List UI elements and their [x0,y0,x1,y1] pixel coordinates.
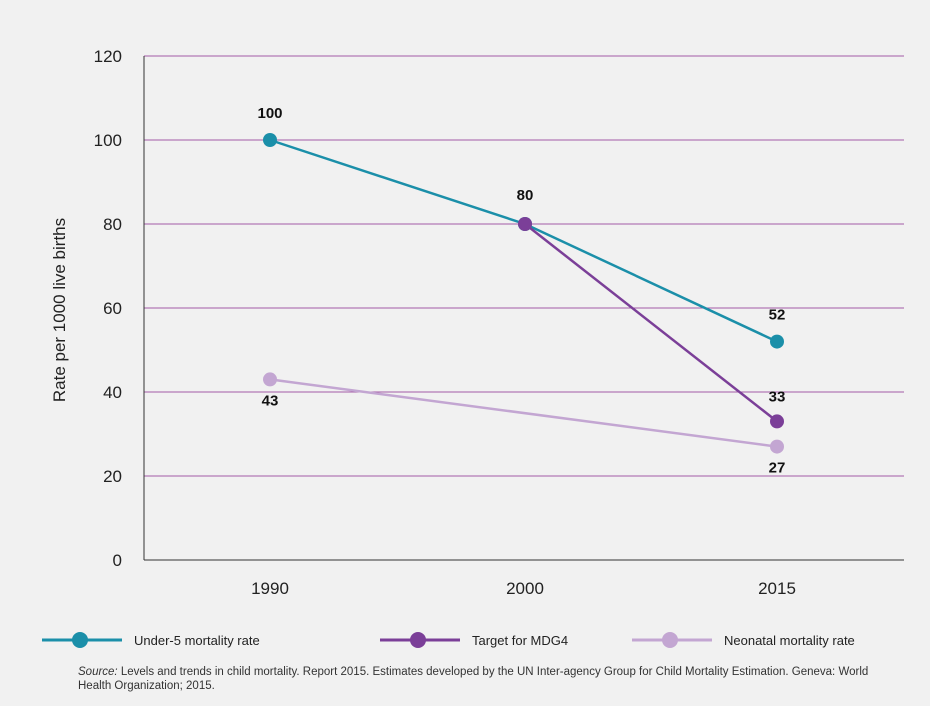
series [263,133,784,454]
series-line-neonatal-mortality-rate [269,378,778,448]
point-neonatal-mortality-rate-2015 [770,439,784,454]
y-tick-label-20: 20 [103,467,122,486]
legend-marker-target-for-mdg4 [410,632,426,648]
x-tick-label-2000: 2000 [506,579,544,598]
legend: Under-5 mortality rate Target for MDG4 Neo… [42,632,855,648]
data-labels: 100 80 52 33 43 27 [257,105,785,477]
data-label-neonatal-mortality-rate-1990: 43 [262,392,279,409]
y-tick-label-0: 0 [113,551,122,570]
point-target-for-mdg4-2000 [518,217,532,231]
legend-label-target-for-mdg4: Target for MDG4 [472,633,568,648]
series-neonatal-mortality-rate [263,372,784,454]
source-text: Levels and trends in child mortality. Re… [78,666,869,692]
legend-marker-neonatal-mortality-rate [662,632,678,648]
x-tick-label-2015: 2015 [758,579,796,598]
point-under-5-mortality-rate-2015 [770,334,784,349]
y-tick-label-120: 120 [94,47,122,66]
y-tick-label-60: 60 [103,299,122,318]
data-label-under-5-mortality-rate-1990: 100 [257,105,282,122]
x-tick-label-1990: 1990 [251,579,289,598]
legend-label-neonatal-mortality-rate: Neonatal mortality rate [724,633,855,648]
axes [143,56,904,561]
data-label-neonatal-mortality-rate-2015: 27 [769,460,786,477]
series-line-target-for-mdg4 [524,223,778,423]
y-axis-title: Rate per 1000 live births [50,218,69,402]
series-line-under-5-mortality-rate [269,138,778,343]
data-label-under-5-mortality-rate-2015: 52 [769,307,786,324]
source-note: Source: Levels and trends in child morta… [78,665,898,693]
point-neonatal-mortality-rate-1990 [263,372,277,387]
data-label-target-for-mdg4-2015: 33 [769,388,786,405]
point-target-for-mdg4-2015 [770,414,784,429]
data-label-under-5-mortality-rate-2000: 80 [517,187,534,204]
source-label: Source: [78,666,118,678]
y-tick-label-40: 40 [103,383,122,402]
legend-marker-under-5-mortality-rate [72,632,88,648]
x-tick-labels: 1990 2000 2015 [251,579,796,598]
series-under-5-mortality-rate [263,133,784,349]
legend-label-under-5-mortality-rate: Under-5 mortality rate [134,633,260,648]
y-tick-label-80: 80 [103,215,122,234]
y-tick-label-100: 100 [94,131,122,150]
point-under-5-mortality-rate-1990 [263,133,277,147]
y-tick-labels: 0 20 40 60 80 100 120 [94,47,122,570]
series-target-for-mdg4 [518,217,784,429]
